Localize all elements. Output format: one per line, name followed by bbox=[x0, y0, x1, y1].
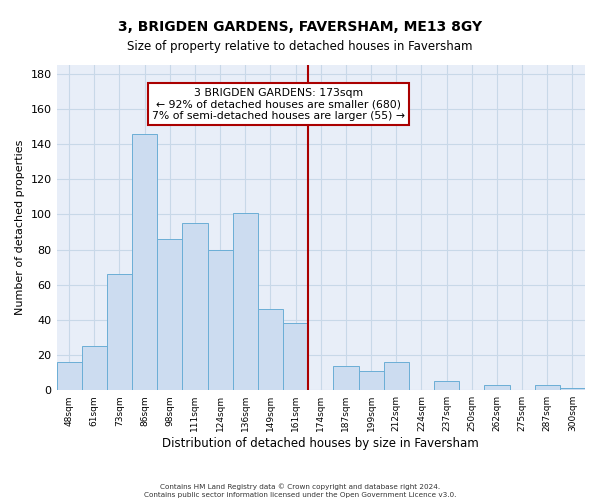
Bar bbox=[258, 310, 283, 390]
Bar bbox=[132, 134, 157, 390]
Bar bbox=[560, 388, 585, 390]
Bar bbox=[283, 324, 308, 390]
Text: Contains HM Land Registry data © Crown copyright and database right 2024.
Contai: Contains HM Land Registry data © Crown c… bbox=[144, 484, 456, 498]
Bar bbox=[434, 382, 459, 390]
Bar bbox=[484, 385, 509, 390]
X-axis label: Distribution of detached houses by size in Faversham: Distribution of detached houses by size … bbox=[163, 437, 479, 450]
Bar bbox=[182, 223, 208, 390]
Bar bbox=[383, 362, 409, 390]
Bar bbox=[107, 274, 132, 390]
Bar bbox=[233, 212, 258, 390]
Bar bbox=[334, 366, 359, 390]
Bar bbox=[535, 385, 560, 390]
Text: 3, BRIGDEN GARDENS, FAVERSHAM, ME13 8GY: 3, BRIGDEN GARDENS, FAVERSHAM, ME13 8GY bbox=[118, 20, 482, 34]
Bar bbox=[157, 239, 182, 390]
Text: Size of property relative to detached houses in Faversham: Size of property relative to detached ho… bbox=[127, 40, 473, 53]
Text: 3 BRIGDEN GARDENS: 173sqm
← 92% of detached houses are smaller (680)
7% of semi-: 3 BRIGDEN GARDENS: 173sqm ← 92% of detac… bbox=[152, 88, 405, 121]
Bar bbox=[56, 362, 82, 390]
Y-axis label: Number of detached properties: Number of detached properties bbox=[15, 140, 25, 316]
Bar bbox=[82, 346, 107, 390]
Bar bbox=[359, 371, 383, 390]
Bar bbox=[208, 250, 233, 390]
